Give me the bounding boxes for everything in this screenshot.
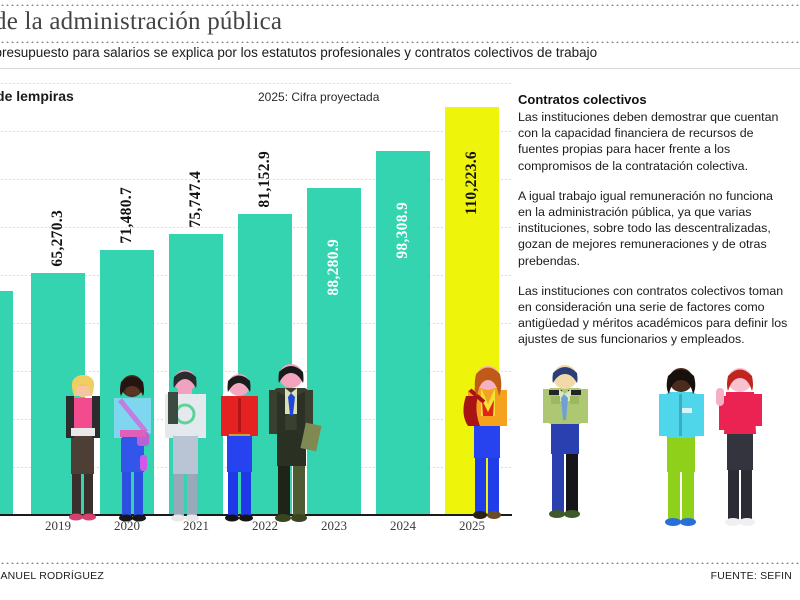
gridline bbox=[0, 131, 512, 132]
bar-2022 bbox=[238, 214, 292, 515]
bar-value-2023: 88,280.9 bbox=[325, 239, 342, 296]
x-axis-labels: 2019 2020 2021 2022 2023 2024 2025 bbox=[0, 518, 512, 542]
person-cyan-jacket bbox=[659, 368, 704, 526]
bar-2021 bbox=[169, 234, 223, 515]
sidebar-paragraph-2: A igual trabajo igual remuneración no fu… bbox=[518, 188, 773, 268]
subtitle-divider bbox=[0, 68, 800, 69]
gridline bbox=[0, 83, 512, 84]
bar-partial bbox=[0, 291, 13, 515]
person-red-top bbox=[716, 368, 762, 526]
source-line: FUENTE: SEFIN bbox=[710, 570, 792, 582]
bar-value-2025: 110,223.6 bbox=[463, 151, 480, 215]
bar-2019 bbox=[31, 273, 85, 515]
x-label-2023: 2023 bbox=[321, 518, 347, 533]
x-label-2022: 2022 bbox=[252, 518, 278, 533]
x-label-2021: 2021 bbox=[183, 518, 209, 533]
page-title: ial de la administración pública bbox=[0, 8, 283, 35]
y-axis-label: nes de lempiras bbox=[0, 88, 74, 104]
bar-value-2019: 65,270.3 bbox=[49, 210, 66, 267]
bar-value-2022: 81,152.9 bbox=[256, 151, 273, 208]
x-label-2025: 2025 bbox=[459, 518, 485, 533]
bar-2024 bbox=[376, 151, 430, 515]
sidebar-text-panel: Contratos colectivos Las instituciones d… bbox=[518, 92, 790, 362]
bar-chart: nes de lempiras 2025: Cifra proyectada 6… bbox=[0, 78, 512, 533]
sidebar-paragraph-1: Las instituciones deben demostrar que cu… bbox=[518, 110, 779, 173]
credit-line: DO / MANUEL RODRÍGUEZ bbox=[0, 570, 104, 582]
bar-2023 bbox=[307, 188, 361, 515]
bar-value-2020: 71,480.7 bbox=[118, 187, 135, 244]
bar-2020 bbox=[100, 250, 154, 515]
bar-value-2021: 75,747.4 bbox=[187, 171, 204, 228]
gridline bbox=[0, 179, 512, 180]
title-dotted-divider bbox=[0, 41, 800, 43]
bar-value-2024: 98,308.9 bbox=[394, 202, 411, 259]
top-dotted-divider bbox=[0, 4, 800, 6]
x-label-2020: 2020 bbox=[114, 518, 140, 533]
x-label-2019: 2019 bbox=[45, 518, 71, 533]
x-label-2024: 2024 bbox=[390, 518, 416, 533]
projection-note: 2025: Cifra proyectada bbox=[258, 90, 380, 104]
sidebar-paragraph-3: Las instituciones con contratos colectiv… bbox=[518, 283, 788, 347]
sidebar-heading: Contratos colectivos bbox=[518, 92, 647, 107]
person-security-guard bbox=[543, 365, 588, 518]
footer-dotted-divider bbox=[0, 562, 800, 564]
page-subtitle: nte presupuesto para salarios se explica… bbox=[0, 45, 598, 60]
plot-area: 65,270.3 71,480.7 75,747.4 81,152.9 88,280.9… bbox=[0, 78, 512, 515]
x-axis-line bbox=[0, 514, 512, 516]
